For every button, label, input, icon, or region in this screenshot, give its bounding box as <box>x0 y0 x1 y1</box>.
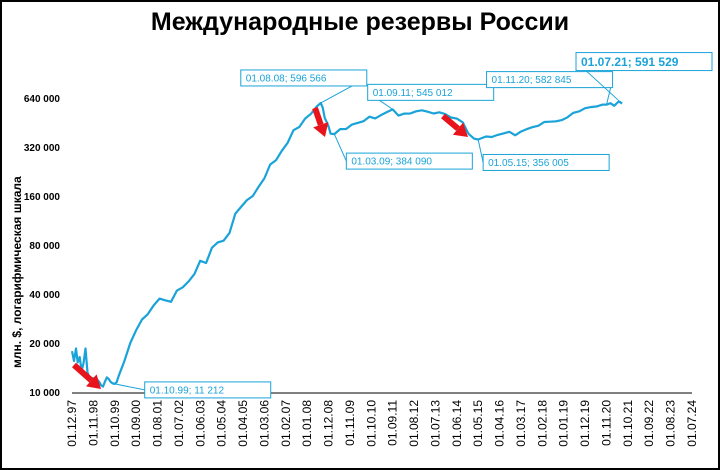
x-tick-label: 01.12.08 <box>322 400 336 447</box>
annotation-label: 01.07.21; 591 529 <box>581 55 679 69</box>
x-tick-label: 01.07.24 <box>685 400 699 447</box>
series-line <box>70 100 623 388</box>
x-tick-label: 01.11.09 <box>343 400 357 446</box>
x-tick-label: 01.12.19 <box>578 400 592 447</box>
x-tick-label: 01.01.08 <box>300 400 314 447</box>
annotation-box <box>486 71 614 89</box>
x-tick-label: 01.10.21 <box>621 400 635 447</box>
x-tick-label: 01.10.10 <box>364 400 378 447</box>
x-tick-label: 01.08.23 <box>664 400 678 447</box>
y-tick-label: 20 000 <box>29 339 60 350</box>
x-tick-label: 01.07.13 <box>428 400 442 447</box>
annotation-label: 01.08.08; 596 566 <box>246 73 327 84</box>
x-tick-label: 01.10.99 <box>108 400 122 447</box>
red-arrow-icon <box>312 107 329 137</box>
x-tick-label: 01.02.18 <box>535 400 549 447</box>
x-tick-label: 01.11.20 <box>599 400 613 446</box>
x-tick-label: 01.01.19 <box>557 400 571 447</box>
annotation-box <box>367 83 495 101</box>
annotation-label: 01.09.11; 545 012 <box>373 88 453 99</box>
x-tick-label: 01.07.02 <box>172 400 186 447</box>
x-tick-label: 01.08.12 <box>407 400 421 447</box>
x-tick-label: 01.09.11 <box>386 400 400 446</box>
y-tick-label: 640 000 <box>24 94 61 105</box>
annotation-leader <box>333 133 347 162</box>
x-tick-label: 01.12.97 <box>65 400 79 447</box>
annotation-leader <box>477 139 484 163</box>
y-tick-label: 80 000 <box>29 241 60 252</box>
x-tick-label: 01.08.01 <box>151 400 165 447</box>
x-tick-label: 01.05.15 <box>471 400 485 447</box>
x-tick-label: 01.03.06 <box>257 400 271 447</box>
y-tick-label: 40 000 <box>29 290 60 301</box>
annotation-box <box>240 69 368 87</box>
chart-title: Международные резервы России <box>150 8 570 36</box>
annotation-box <box>482 153 610 171</box>
x-tick-label: 01.06.03 <box>193 400 207 447</box>
y-tick-label: 10 000 <box>29 388 60 399</box>
x-tick-label: 01.09.00 <box>129 400 143 447</box>
x-tick-label: 01.04.16 <box>493 400 507 447</box>
annotation-box <box>345 152 473 170</box>
annotation-label: 01.05.15; 356 005 <box>488 158 569 169</box>
annotation-box <box>144 381 272 399</box>
red-arrow-icon <box>441 113 468 137</box>
annotation-box <box>575 52 713 72</box>
x-tick-label: 01.05.04 <box>215 400 229 447</box>
x-tick-label: 01.09.22 <box>642 400 656 447</box>
x-tick-label: 01.02.07 <box>279 400 293 447</box>
annotation-label: 01.10.99; 11 212 <box>150 385 225 396</box>
x-tick-label: 01.03.17 <box>514 400 528 447</box>
y-tick-label: 160 000 <box>24 192 61 203</box>
annotation-leader <box>114 383 145 391</box>
y-tick-label: 320 000 <box>24 143 61 154</box>
red-arrow-icon <box>72 362 101 389</box>
x-tick-label: 01.06.14 <box>450 400 464 447</box>
x-tick-label: 01.11.98 <box>86 400 100 446</box>
annotation-label: 01.11.20; 582 845 <box>492 75 572 86</box>
annotation-label: 01.03.09; 384 090 <box>351 157 432 168</box>
x-tick-label: 01.04.05 <box>236 400 250 447</box>
